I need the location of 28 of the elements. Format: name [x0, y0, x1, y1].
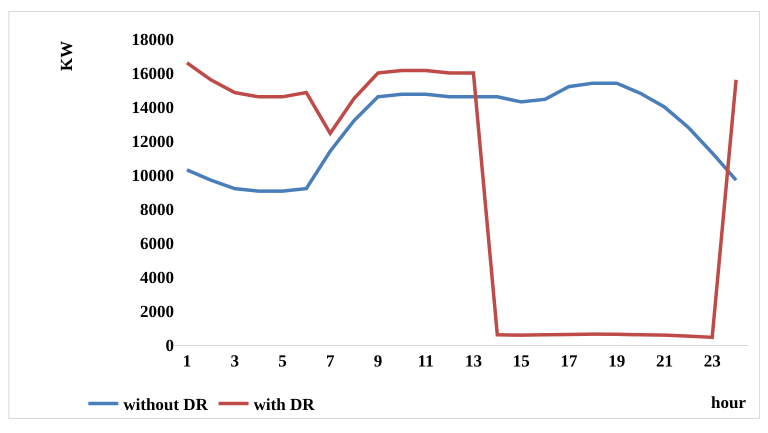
y-tick-label: 6000 — [140, 234, 174, 253]
y-tick-label: 12000 — [132, 132, 174, 151]
y-tick-label: 4000 — [140, 268, 174, 287]
y-tick-label: 2000 — [140, 302, 174, 321]
legend-label: with DR — [254, 395, 316, 414]
x-tick-label: 15 — [512, 351, 530, 370]
line-series — [185, 61, 738, 340]
y-axis-title: KW — [57, 40, 76, 72]
x-tick-label: 21 — [656, 351, 673, 370]
x-tick-label: 23 — [704, 351, 721, 370]
x-tick-label: 7 — [326, 351, 335, 370]
x-tick-label: 13 — [464, 351, 482, 370]
x-tick-label: 3 — [230, 351, 239, 370]
y-tick-label: 8000 — [140, 200, 174, 219]
x-tick-label: 9 — [374, 351, 382, 370]
x-tick-label: 1 — [182, 351, 192, 370]
x-axis-title: hour — [711, 393, 746, 412]
y-tick-label: 18000 — [132, 30, 174, 49]
y-tick-label: 0 — [166, 336, 174, 355]
y-tick-label: 16000 — [132, 64, 174, 83]
legend-label: without DR — [123, 395, 209, 414]
y-tick-label: 10000 — [132, 166, 174, 185]
x-tick-label: 11 — [418, 351, 434, 370]
line-series — [185, 81, 738, 193]
x-tick-label: 17 — [560, 351, 578, 370]
y-tick-label: 14000 — [132, 98, 174, 117]
x-tick-label: 5 — [278, 351, 287, 370]
x-tick-label: 19 — [608, 351, 626, 370]
